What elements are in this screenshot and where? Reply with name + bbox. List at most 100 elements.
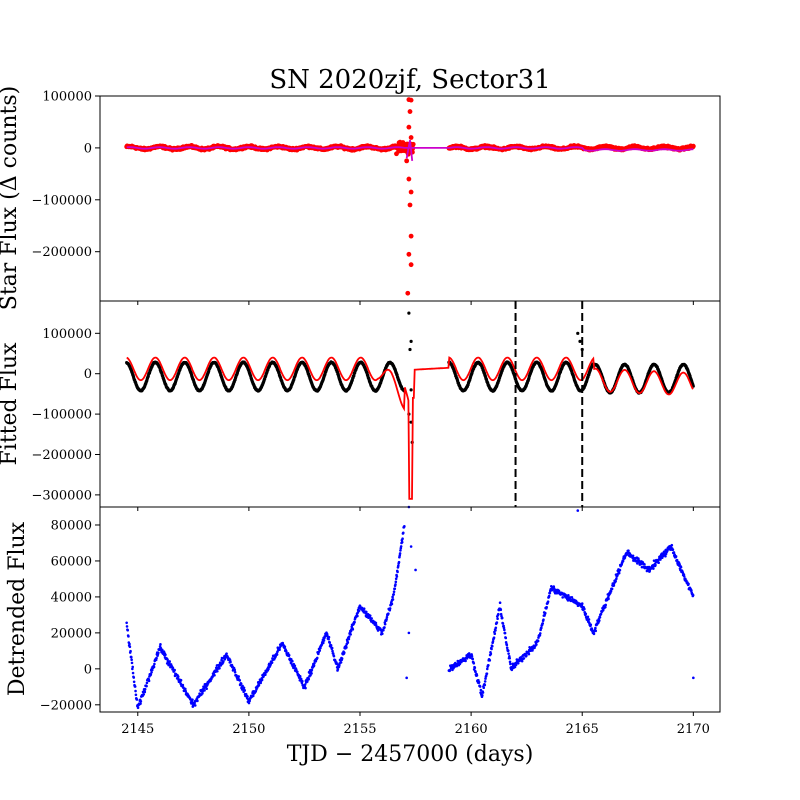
data-point (398, 552, 402, 555)
data-point (347, 637, 351, 641)
data-point (337, 664, 341, 667)
data-point (679, 565, 683, 569)
data-point (243, 689, 247, 692)
y-tick-label: −100000 (31, 193, 92, 208)
data-point (327, 635, 331, 639)
data-point (237, 675, 240, 678)
y-tick-label: −200000 (31, 448, 92, 463)
outlier-point (408, 97, 414, 103)
data-point (339, 661, 343, 664)
data-point (318, 649, 322, 652)
data-point (270, 661, 274, 664)
data-point (607, 597, 610, 601)
data-point (470, 654, 474, 658)
data-point (505, 643, 509, 647)
data-point (264, 673, 267, 677)
data-point (536, 639, 540, 643)
data-point (347, 635, 351, 638)
data-point (654, 563, 657, 567)
data-point (490, 644, 494, 648)
data-point (147, 679, 151, 683)
data-point (152, 665, 156, 669)
data-point (394, 583, 397, 586)
data-point (541, 622, 545, 625)
y-tick-label: 80000 (51, 518, 92, 533)
data-point (181, 683, 185, 687)
data-point (303, 683, 307, 686)
data-point (307, 677, 311, 681)
data-point (502, 626, 506, 630)
data-point (505, 646, 509, 650)
data-point (612, 584, 616, 587)
data-point (403, 525, 406, 528)
y-tick-label: −100000 (31, 408, 92, 423)
data-point (383, 626, 386, 629)
data-point (464, 659, 467, 663)
data-point (509, 662, 512, 666)
data-point (601, 608, 605, 612)
data-point (353, 620, 356, 624)
data-point (540, 626, 543, 630)
data-point (397, 139, 403, 145)
data-point (498, 601, 502, 605)
data-point (497, 612, 500, 616)
data-point (587, 618, 591, 621)
data-point (382, 629, 385, 632)
data-point (356, 614, 359, 618)
data-point (332, 654, 336, 658)
data-point (381, 632, 384, 636)
data-point (671, 548, 675, 551)
data-point (246, 695, 249, 698)
y-tick-label: 0 (84, 367, 92, 382)
data-point (179, 678, 183, 682)
data-point (325, 632, 329, 636)
data-point (351, 628, 355, 631)
model-spike (405, 139, 414, 161)
data-point (492, 636, 496, 639)
outlier-point (405, 290, 411, 296)
data-point (254, 690, 258, 693)
data-point (397, 564, 400, 568)
data-point (594, 626, 597, 630)
data-point (143, 687, 147, 691)
data-point (657, 561, 660, 565)
outlier-point (576, 331, 580, 335)
data-point (516, 662, 520, 665)
x-tick-label: 2145 (121, 722, 154, 737)
data-point (289, 657, 293, 661)
data-point (160, 648, 164, 652)
data-point (401, 537, 404, 540)
data-point (193, 704, 197, 707)
y-tick-label: 20000 (51, 626, 92, 641)
plot-area-bottom (125, 505, 695, 710)
data-point (547, 594, 551, 598)
data-point (472, 662, 476, 665)
data-point (131, 665, 135, 669)
data-point (652, 559, 656, 562)
data-point (150, 670, 153, 674)
data-point (159, 643, 162, 646)
data-point (239, 682, 243, 685)
y-tick-label: 60000 (51, 554, 92, 569)
data-point (586, 615, 590, 619)
data-point (126, 628, 130, 632)
data-point (481, 691, 485, 694)
plot-area-top (124, 97, 696, 296)
data-point (173, 668, 176, 672)
x-tick-label: 2165 (566, 722, 599, 737)
data-point (132, 676, 136, 679)
data-point (385, 615, 389, 619)
data-point (391, 595, 394, 599)
data-point (128, 642, 131, 646)
data-point (615, 577, 618, 581)
data-point (503, 628, 506, 632)
data-point (287, 653, 291, 657)
data-point (387, 612, 390, 615)
data-point (285, 649, 288, 653)
data-point (670, 543, 674, 547)
data-point (313, 661, 316, 665)
data-point (145, 681, 149, 685)
data-point (222, 660, 225, 663)
data-point (549, 584, 553, 588)
